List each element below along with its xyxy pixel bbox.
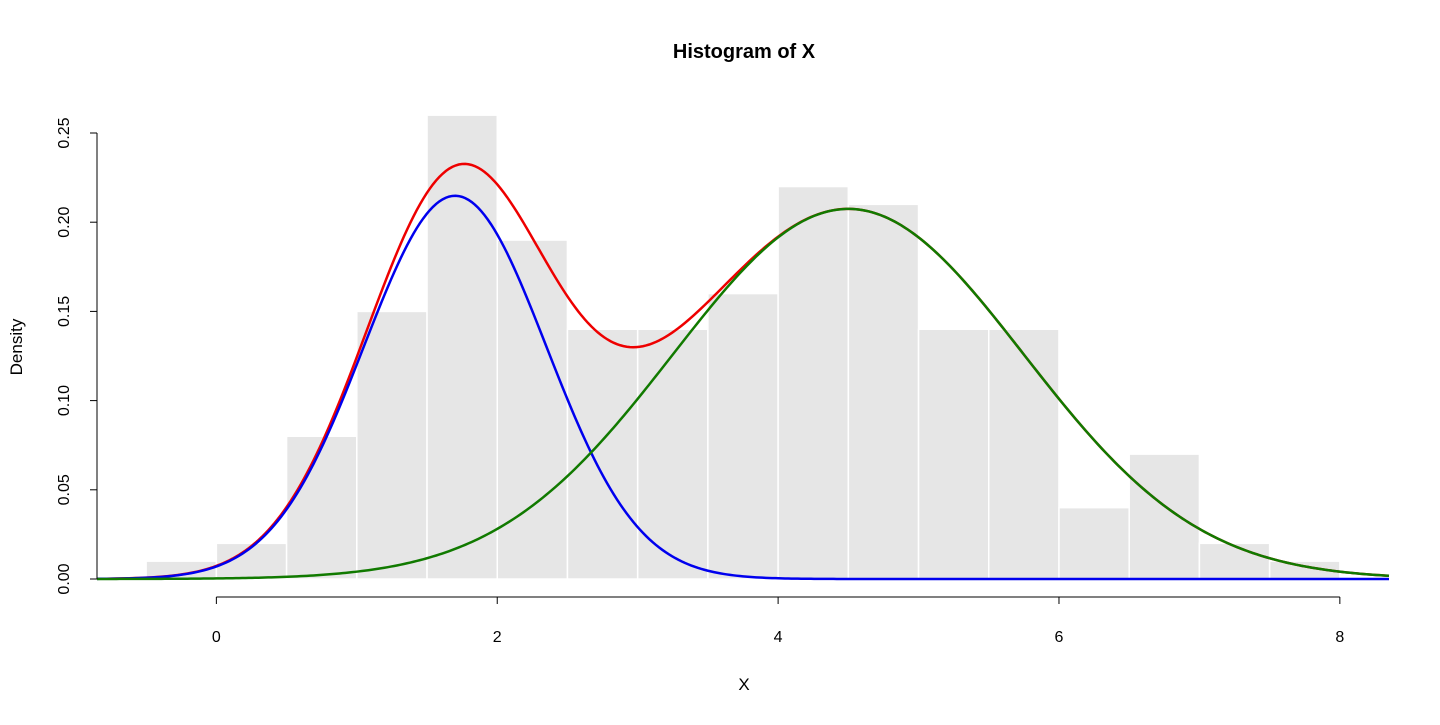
histogram-bars [145, 114, 1341, 580]
x-tick-label: 4 [774, 629, 783, 646]
histogram-bar [988, 328, 1060, 580]
x-axis-label: X [738, 675, 749, 694]
x-tick-label: 2 [493, 629, 502, 646]
histogram-bar [285, 435, 358, 580]
histogram-bar [1198, 542, 1271, 580]
histogram-bar [356, 310, 428, 580]
histogram-bar [636, 328, 709, 580]
histogram-bar [1128, 453, 1201, 580]
y-tick-label: 0.25 [56, 117, 73, 148]
histogram-bar [426, 114, 498, 580]
histogram-bar [777, 185, 850, 580]
histogram-bar [1058, 506, 1130, 580]
y-axis: 0.00 0.05 0.10 0.15 0.20 0.25 [56, 117, 98, 595]
histogram-bar [847, 203, 920, 580]
x-tick-label: 8 [1335, 629, 1344, 646]
histogram-bar [496, 239, 569, 580]
x-tick-label: 6 [1055, 629, 1064, 646]
component-1-density-curve [96, 194, 1389, 581]
y-axis-label: Density [7, 318, 26, 375]
y-tick-label: 0.05 [56, 474, 73, 505]
chart-title: Histogram of X [673, 41, 816, 63]
x-tick-label: 0 [212, 629, 221, 646]
density-curves [96, 162, 1390, 581]
y-tick-label: 0.10 [56, 385, 73, 416]
histogram-bar [566, 328, 639, 580]
y-tick-label: 0.00 [56, 563, 73, 594]
histogram-bar [917, 328, 990, 580]
histogram-bar [707, 292, 779, 580]
component-2-density-curve [97, 207, 1390, 581]
y-tick-label: 0.20 [56, 207, 73, 238]
y-tick-label: 0.15 [56, 296, 73, 327]
x-axis: 0 2 4 6 8 [212, 596, 1344, 646]
